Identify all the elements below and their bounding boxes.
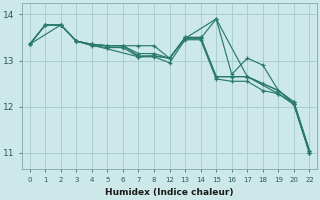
X-axis label: Humidex (Indice chaleur): Humidex (Indice chaleur): [105, 188, 234, 197]
